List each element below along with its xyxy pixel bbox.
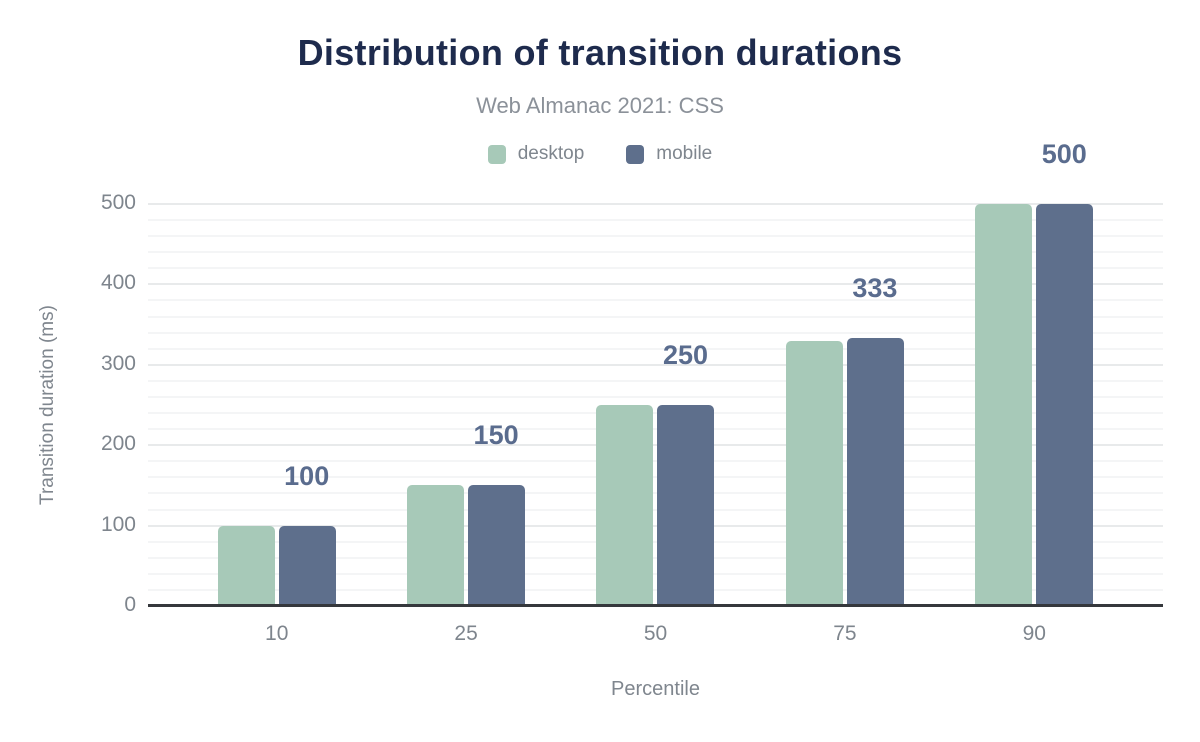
minor-gridline [148, 588, 1163, 591]
major-gridline [148, 363, 1163, 366]
y-tick-label: 100 [100, 512, 136, 536]
desktop-bar [407, 485, 465, 606]
mobile-bar [468, 485, 526, 606]
y-axis-tick-labels: 0 100 200 300 400 500 [0, 192, 136, 615]
bar-group-p75: 333 75 [750, 204, 939, 645]
minor-gridline [148, 235, 1163, 238]
minor-gridline [148, 331, 1163, 334]
minor-gridline [148, 476, 1163, 479]
minor-gridline [148, 299, 1163, 302]
legend-label-mobile: mobile [656, 143, 713, 164]
bar-value-label: 150 [473, 420, 519, 451]
minor-gridline [148, 251, 1163, 254]
y-tick-label: 500 [100, 191, 136, 214]
bar-group-p50: 250 50 [561, 204, 750, 645]
legend: desktop mobile [0, 143, 1200, 165]
minor-gridline [148, 460, 1163, 463]
minor-gridline [148, 219, 1163, 222]
bar-pair [182, 204, 371, 606]
minor-gridline [148, 267, 1163, 270]
mobile-bar [846, 338, 904, 606]
bar-value-label: 333 [852, 273, 898, 304]
x-tick-label: 75 [833, 622, 857, 645]
mobile-color-swatch [626, 144, 645, 164]
desktop-bar [217, 525, 275, 606]
mobile-bar [657, 405, 715, 606]
mobile-bar [1036, 204, 1094, 606]
minor-gridline [148, 540, 1163, 543]
x-axis-title: Percentile [611, 678, 700, 700]
bar-group-p25: 150 25 [371, 204, 560, 645]
y-tick-label: 300 [100, 351, 136, 375]
bar-pair [940, 204, 1129, 606]
chart-title: Distribution of transition durations [297, 32, 903, 73]
major-gridline [148, 283, 1163, 286]
bar-group-p90: 500 90 [940, 141, 1129, 645]
mobile-bar [278, 525, 336, 606]
plot-area: 100 10 150 25 250 50 333 75 500 90 [148, 141, 1163, 645]
legend-item-mobile: mobile [626, 143, 712, 165]
minor-gridline [148, 379, 1163, 382]
bar-value-label: 250 [662, 340, 709, 370]
minor-gridline [148, 315, 1163, 318]
x-tick-label: 50 [643, 622, 668, 645]
y-tick-label: 200 [100, 432, 136, 456]
bar-value-label: 100 [284, 460, 330, 491]
minor-gridline [148, 556, 1163, 559]
bar-pair [371, 204, 560, 606]
x-tick-label: 10 [265, 622, 289, 645]
x-axis-line [148, 604, 1163, 607]
minor-gridline [148, 412, 1163, 415]
major-gridline [148, 524, 1163, 527]
minor-gridline [148, 395, 1163, 398]
minor-gridline [148, 428, 1163, 431]
desktop-color-swatch [487, 144, 506, 164]
desktop-bar [975, 204, 1033, 606]
bar-pair [750, 204, 939, 606]
desktop-bar [596, 405, 654, 606]
bar-value-label: 500 [1041, 139, 1087, 169]
y-tick-label: 400 [100, 271, 136, 295]
bar-group-p10: 100 10 [182, 204, 371, 645]
minor-gridline [148, 508, 1163, 511]
minor-gridline [148, 572, 1163, 575]
x-tick-label: 90 [1022, 622, 1046, 645]
minor-gridline [148, 347, 1163, 350]
minor-gridline [148, 492, 1163, 495]
major-gridline [148, 203, 1163, 205]
legend-item-desktop: desktop [487, 143, 585, 165]
x-tick-label: 25 [454, 622, 478, 645]
y-tick-label: 0 [124, 593, 136, 616]
legend-label-desktop: desktop [517, 143, 585, 164]
desktop-bar [785, 340, 843, 606]
chart-subtitle: Web Almanac 2021: CSS [476, 93, 724, 118]
bar-pair [561, 204, 750, 606]
major-gridline [148, 444, 1163, 447]
